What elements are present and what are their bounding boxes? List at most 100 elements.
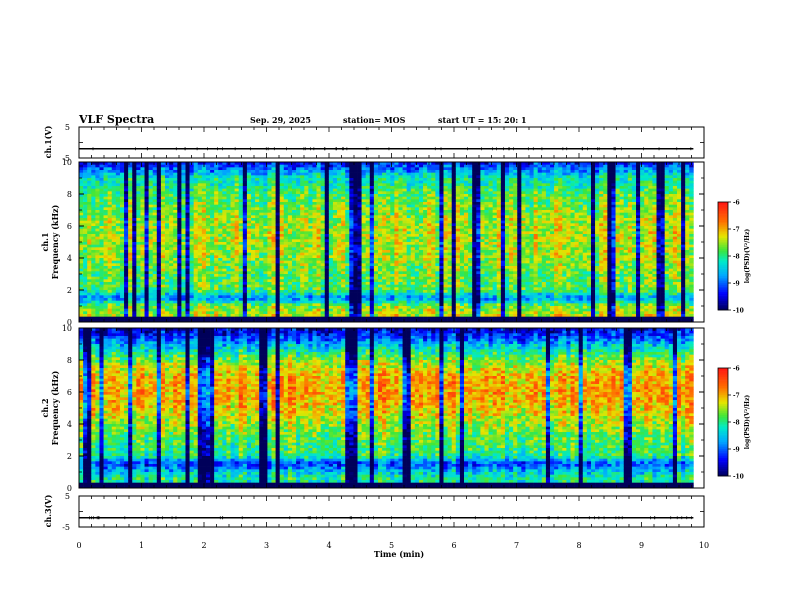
spec-cell [378,295,383,299]
spec-cell [185,268,190,272]
spec-cell [246,242,252,245]
spec-cell [91,252,96,256]
spec-cell [357,215,362,219]
spec-cell [390,316,395,320]
spec-cell [148,234,154,237]
spec-cell [296,308,301,312]
spec-cell [185,199,190,203]
spec-cell [337,191,342,195]
spec-cell [124,239,129,243]
spec-cell [214,175,219,179]
spec-cell [91,202,96,205]
spec-cell [124,295,129,299]
spec-cell [345,186,350,189]
spec-cell [324,252,330,256]
spec-cell [152,204,158,208]
spec-cell [312,212,317,216]
spec-cell [140,282,145,285]
spec-cell [361,234,367,237]
spec-cell [185,234,190,237]
spec-cell [361,258,367,261]
spec-cell [283,295,289,299]
spec-cell [136,164,141,168]
spec-cell [386,290,391,293]
spec-cell [287,298,293,301]
spec-cell [79,260,84,264]
spec-cell [304,271,309,275]
spec-cell [197,162,203,165]
spec-cell [197,231,203,235]
spec-cell [189,199,194,203]
spec-cell [251,207,256,211]
spec-cell [291,167,297,171]
spec-cell [300,220,305,224]
spec-cell [177,311,182,315]
spec-cell [91,180,96,184]
spec-cell [398,162,403,165]
spec-cell [246,247,252,251]
spec-cell [218,244,223,248]
spec-cell [222,207,227,211]
spec-cell [193,204,199,208]
spec-cell [255,212,260,216]
spec-cell [382,228,387,232]
spec-cell [255,255,260,259]
spec-cell [136,290,141,293]
spec-cell [189,266,194,269]
spec-cell [312,316,317,320]
spec-cell [300,319,305,323]
spec-cell [279,247,285,251]
spec-cell [234,258,240,261]
spec-cell [300,188,305,192]
spec-cell [124,252,129,256]
spec-cell [287,292,293,296]
spec-cell [263,234,268,237]
spec-cell [328,242,334,245]
spec-cell [341,228,346,232]
spec-cell [324,260,330,264]
spec-cell [230,194,235,197]
ch1-spectrogram-image [79,162,694,323]
spec-cell [332,183,338,187]
spec-cell [177,204,182,208]
spec-cell [148,290,154,293]
spec-cell [226,255,231,259]
spec-cell [296,178,301,181]
spec-cell [291,284,297,288]
spec-cell [402,258,407,261]
spec-cell [160,319,166,323]
spec-cell [316,303,321,307]
spec-cell [189,308,194,312]
spec-cell [357,282,362,285]
spec-cell [402,263,407,267]
spec-cell [234,242,240,245]
spec-cell [349,223,354,227]
spec-cell [251,263,256,267]
spec-cell [357,274,362,277]
spec-cell [165,218,170,221]
spec-cell [214,228,219,232]
spec-cell [226,210,231,213]
spec-cell [324,236,330,240]
spec-cell [308,282,313,285]
spec-cell [95,306,100,309]
spec-cell [378,284,383,288]
spec-cell [255,300,260,304]
spec-cell [234,274,240,277]
spec-cell [337,175,342,179]
spec-cell [287,183,293,187]
spec-cell [169,231,174,235]
spec-cell [349,162,354,165]
spec-cell [386,199,391,203]
spec-cell [275,316,280,320]
spec-cell [345,218,350,221]
spec-cell [148,242,154,245]
spec-cell [173,236,178,240]
spec-cell [402,319,407,323]
spec-cell [320,236,326,240]
spec-cell [308,263,313,267]
spec-cell [111,268,117,272]
spec-cell [341,175,346,179]
spec-cell [205,244,211,248]
spec-cell [390,220,395,224]
